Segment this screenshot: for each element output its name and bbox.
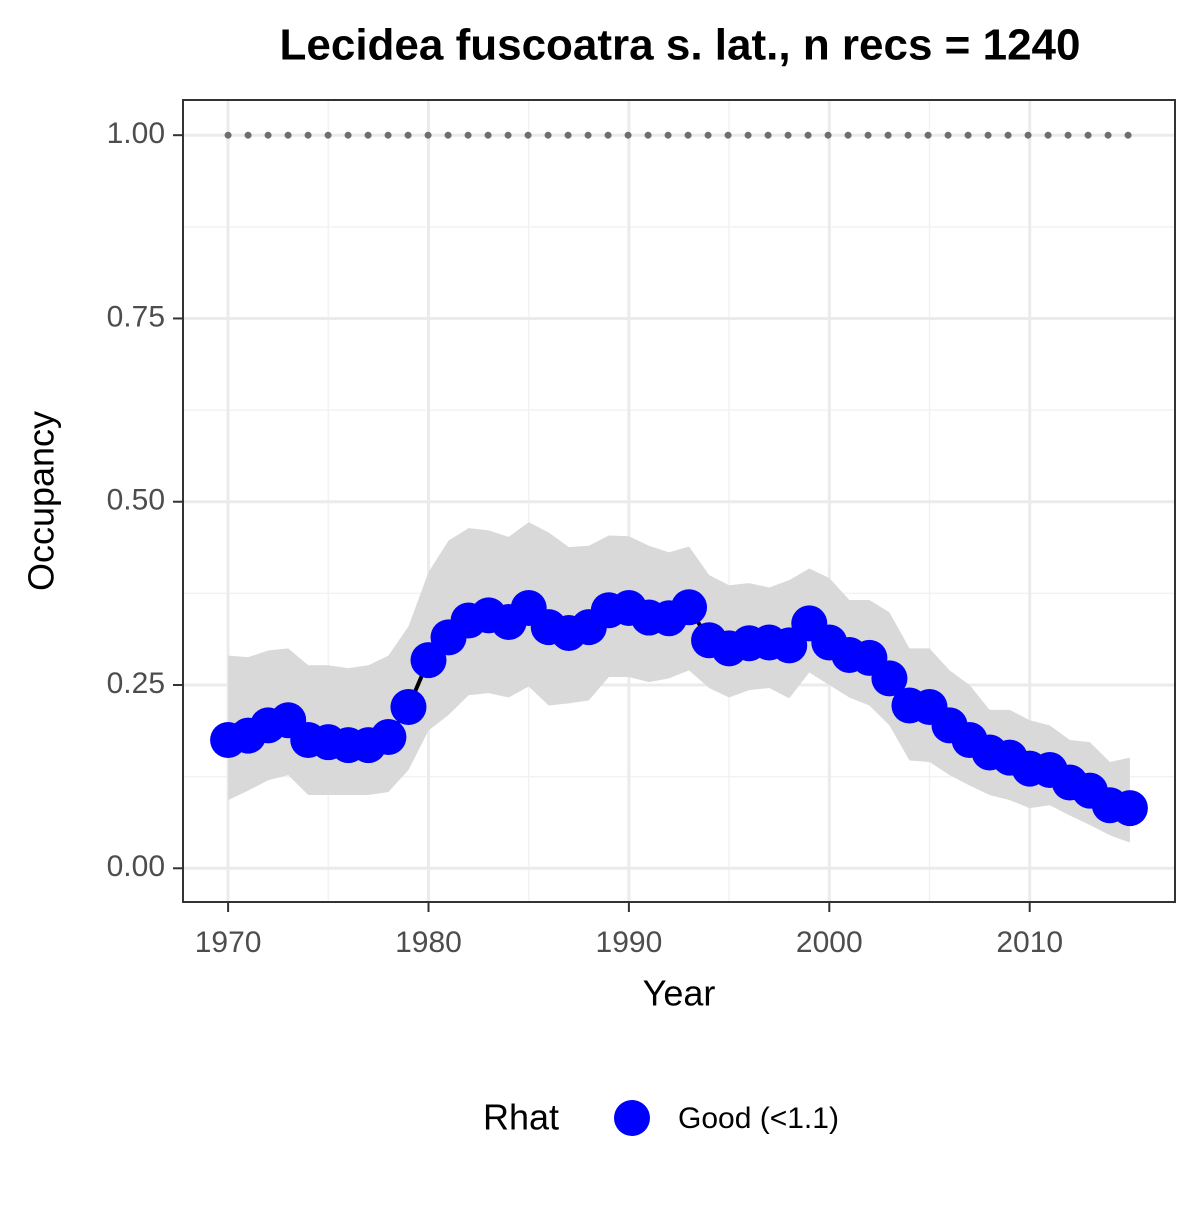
point	[671, 589, 708, 626]
point	[370, 719, 407, 756]
y-tick-label: 0.00	[107, 850, 165, 883]
panel-border	[182, 99, 1176, 903]
x-tick-label: 1980	[395, 926, 462, 959]
y-tick-label: 0.75	[107, 300, 165, 333]
confidence-band	[228, 522, 1130, 843]
legend-title: Rhat	[483, 1097, 559, 1138]
y-tick-label: 1.00	[107, 117, 165, 150]
y-tick-label: 0.50	[107, 484, 165, 517]
point	[1111, 790, 1148, 827]
x-tick-label: 2000	[796, 926, 863, 959]
x-tick-label: 1970	[195, 926, 262, 959]
x-tick-label: 2010	[996, 926, 1063, 959]
chart-title: Lecidea fuscoatra s. lat., n recs = 1240	[280, 21, 1081, 70]
y-tick-label: 0.25	[107, 667, 165, 700]
legend-label: Good (<1.1)	[678, 1102, 839, 1135]
legend-marker	[614, 1100, 650, 1136]
x-tick-label: 1990	[596, 926, 663, 959]
x-axis-title: Year	[643, 973, 716, 1014]
y-axis-title: Occupancy	[21, 411, 62, 591]
point	[390, 688, 427, 725]
point	[871, 660, 908, 697]
